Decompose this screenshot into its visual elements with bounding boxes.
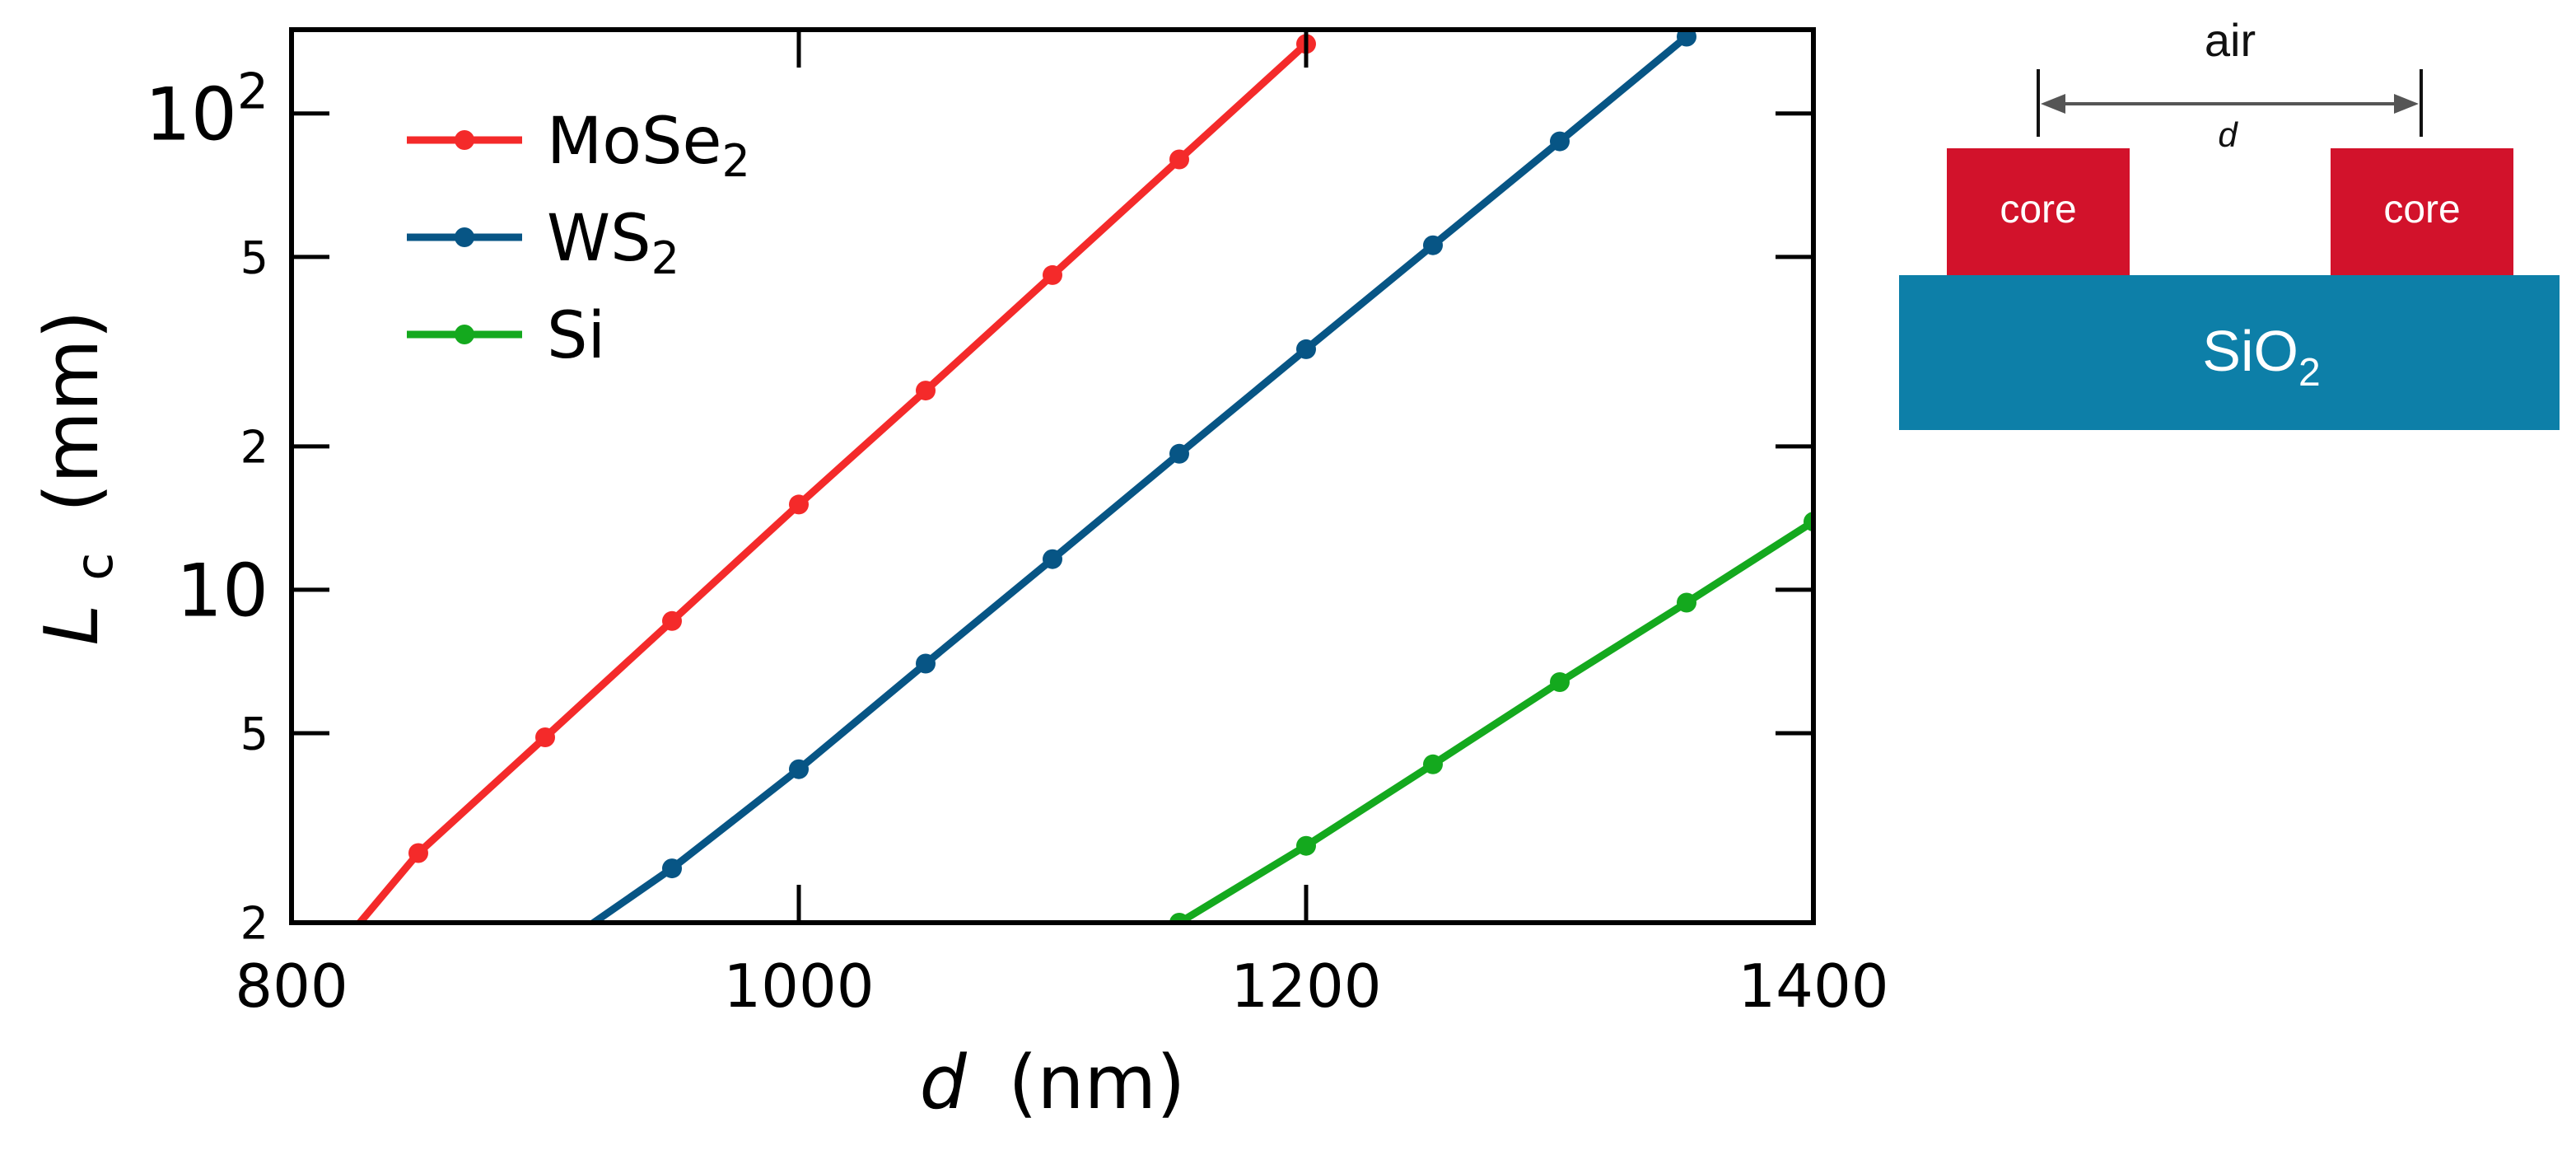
y-tick-label: 2 [240,421,268,473]
data-point-si [1550,672,1570,692]
y-tick-label: 2 [240,897,268,949]
data-point-mose2 [535,727,555,747]
gap-label: d [2218,115,2238,154]
series-line-mose2 [355,40,1309,923]
data-point-ws2 [535,947,555,966]
legend-marker-si [455,325,474,344]
data-point-mose2 [789,494,809,515]
air-label: air [2205,14,2256,66]
data-point-ws2 [1550,131,1570,152]
core-block-right [2331,148,2513,275]
data-point-mose2 [916,381,936,401]
y-axis-label: L c (mm) [29,310,130,645]
y-tick-label: 102 [145,63,268,157]
legend-entry-mose2: MoSe2 [407,105,750,187]
legend-label-mose2: MoSe2 [547,105,750,187]
data-point-ws2 [789,759,809,779]
data-point-ws2 [1043,549,1062,569]
substrate-block [1899,275,2560,430]
legend-entry-ws2: WS2 [407,202,679,284]
core-label-right: core [2383,188,2460,231]
data-point-si [1296,835,1316,856]
legend: MoSe2 WS2 Si [407,105,750,373]
series-line-si [1177,518,1813,923]
arrowhead-left-icon [2041,94,2065,114]
x-tick-label: 1000 [723,952,874,1021]
x-tick-labels: 800 1000 1200 1400 [235,952,1888,1021]
x-tick-label: 1200 [1230,952,1381,1021]
data-point-ws2 [1169,443,1189,464]
plot-frame [289,27,1816,925]
tick-layer [289,30,1816,925]
data-point-mose2 [408,843,428,863]
legend-label-si: Si [547,299,605,373]
legend-entry-si: Si [407,299,605,373]
data-point-mose2 [662,610,682,631]
y-tick-label: 5 [240,708,268,760]
core-label-left: core [2000,188,2076,231]
data-point-si [1423,754,1443,774]
x-axis-label: d (nm) [920,1040,1186,1126]
series-line-ws2 [586,34,1689,923]
series-layer [355,30,1813,966]
data-point-si [1677,592,1696,613]
y-tick-label: 10 [176,549,268,634]
core-block-left [1947,148,2130,275]
x-tick-label: 800 [235,952,348,1021]
x-tick-label: 1400 [1738,952,1888,1021]
legend-label-ws2: WS2 [547,202,679,284]
data-point-mose2 [1169,149,1189,170]
y-tick-label: 5 [240,231,268,283]
arrowhead-right-icon [2394,94,2419,114]
data-point-ws2 [1423,235,1443,255]
data-point-ws2 [1296,339,1316,359]
legend-marker-mose2 [455,130,474,150]
data-point-ws2 [916,653,936,674]
legend-marker-ws2 [455,227,474,247]
waveguide-diagram: air d core core SiO2 [1899,14,2560,430]
data-point-ws2 [662,858,682,879]
data-point-ws2 [1677,30,1696,47]
data-point-mose2 [1043,264,1062,285]
substrate-label: SiO2 [2202,319,2320,395]
